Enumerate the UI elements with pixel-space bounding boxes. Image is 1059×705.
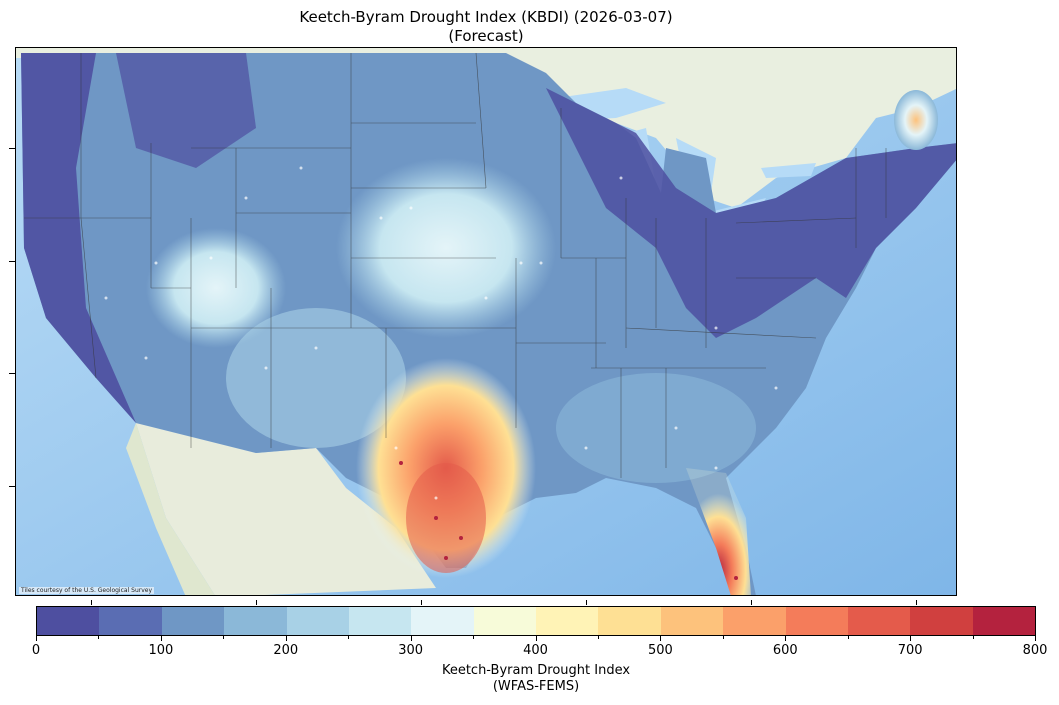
colorbar-tick — [285, 636, 287, 641]
great-basin-moderate-kbdi — [146, 228, 286, 348]
colorbar-tick — [535, 636, 537, 641]
state-borders — [24, 52, 887, 478]
colorbar-tick — [410, 636, 412, 641]
y-tick — [9, 261, 15, 262]
colorbar-minor-tick — [98, 636, 100, 639]
colorbar-tick — [910, 636, 912, 641]
x-tick — [751, 600, 752, 605]
colorbar-minor-tick — [847, 636, 849, 639]
florida-high-kbdi — [686, 468, 751, 595]
colorbar-minor-tick — [597, 636, 599, 639]
colorbar-segment — [972, 607, 1035, 635]
colorbar-title: Keetch-Byram Drought Index (WFAS-FEMS) — [36, 663, 1036, 695]
colorbar-segment — [910, 607, 973, 635]
colorbar-minor-tick — [223, 636, 225, 639]
x-tick — [256, 600, 257, 605]
colorbar-minor-tick — [473, 636, 475, 639]
colorbar-segment — [411, 607, 474, 635]
lake-ontario — [761, 163, 816, 178]
y-tick — [9, 486, 15, 487]
colorbar-tick — [660, 636, 662, 641]
x-tick — [916, 600, 917, 605]
southeast-moderate-kbdi — [556, 373, 756, 483]
mexico-land — [136, 423, 436, 595]
canada-land — [16, 48, 956, 208]
colorbar-tick-label: 600 — [772, 643, 798, 658]
map-canvas — [16, 48, 956, 595]
colorbar-tick-label: 300 — [398, 643, 424, 658]
colorbar-tick-label: 400 — [523, 643, 548, 658]
colorbar-title-line1: Keetch-Byram Drought Index — [441, 663, 631, 678]
colorbar-tick-label: 100 — [148, 643, 174, 658]
station-dots — [104, 166, 778, 500]
colorbar-segment — [598, 607, 661, 635]
northern-rockies-low-kbdi — [116, 53, 256, 168]
colorbar-segment — [286, 607, 349, 635]
map-title: Keetch-Byram Drought Index (KBDI) (2026-… — [0, 8, 972, 46]
colorbar-tick-label: 800 — [1022, 643, 1048, 658]
hot-station-dots — [399, 461, 738, 580]
map-panel[interactable]: Tiles courtesy of the U.S. Geological Su… — [15, 47, 957, 596]
colorbar-segment — [536, 607, 599, 635]
colorbar-segment — [224, 607, 287, 635]
map-title-line1: Keetch-Byram Drought Index (KBDI) (2026-… — [299, 8, 673, 26]
colorbar-segment — [161, 607, 225, 635]
colorbar-tick — [160, 636, 162, 641]
map-title-line2: (Forecast) — [448, 27, 524, 45]
great-plains-moderate-kbdi — [336, 158, 556, 338]
map-attribution: Tiles courtesy of the U.S. Geological Su… — [19, 587, 155, 594]
colorbar-segment — [785, 607, 848, 635]
pacific-coast-low-kbdi — [21, 53, 136, 423]
colorbar-tick — [36, 636, 37, 641]
colorbar-tick-label: 200 — [273, 643, 299, 658]
colorbar-tick-label: 700 — [897, 643, 923, 658]
colorbar-tick — [785, 636, 787, 641]
colorbar-segment — [660, 607, 724, 635]
south-texas-very-high-kbdi — [406, 463, 486, 573]
y-tick — [9, 148, 15, 149]
colorbar-minor-tick — [972, 636, 974, 639]
colorbar-tick-label: 500 — [647, 643, 673, 658]
northeast-low-kbdi — [546, 88, 956, 338]
x-tick — [586, 600, 587, 605]
x-tick — [421, 600, 422, 605]
maine-high-kbdi — [894, 90, 938, 150]
y-tick — [9, 373, 15, 374]
colorbar-tick-label: 0 — [31, 643, 41, 658]
colorbar-title-line2: (WFAS-FEMS) — [492, 679, 580, 694]
colorbar — [36, 606, 1036, 636]
colorbar-minor-tick — [348, 636, 350, 639]
colorbar-segment — [473, 607, 536, 635]
colorbar-segment — [348, 607, 412, 635]
colorbar-tick — [1035, 636, 1036, 641]
colorbar-segment — [723, 607, 786, 635]
colorbar-segment — [847, 607, 911, 635]
colorbar-minor-tick — [722, 636, 724, 639]
baja-land — [126, 423, 215, 595]
colorbar-segment — [37, 607, 100, 635]
colorbar-segment — [99, 607, 162, 635]
x-tick — [91, 600, 92, 605]
